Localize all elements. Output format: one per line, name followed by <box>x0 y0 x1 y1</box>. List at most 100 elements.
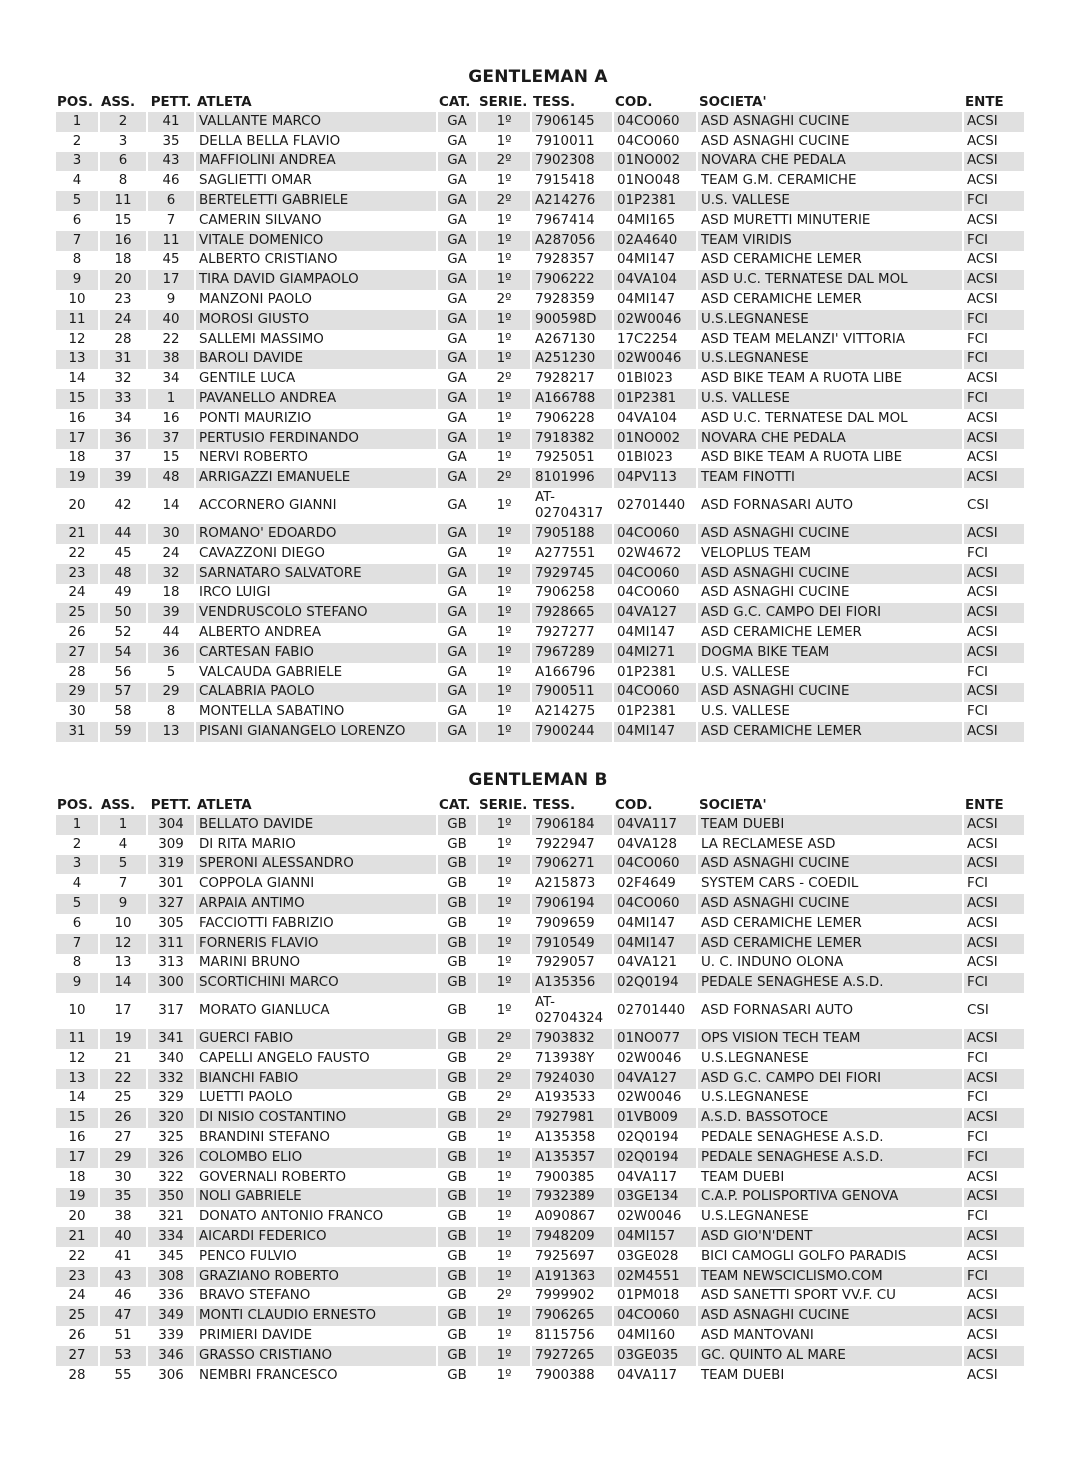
cell-ass: 49 <box>114 585 132 601</box>
cell-cat: GA <box>438 603 476 624</box>
cell-societa: U. C. INDUNO OLONA <box>701 955 844 971</box>
table-row: 28 56 5 VALCAUDA GABRIELE GA 1º A166796 01P2381… <box>56 663 1024 683</box>
table-row: 23 43 308 GRAZIANO ROBERTO GB 1º A191363 02M455… <box>56 1266 1024 1287</box>
cell-atleta: BERTELETTI GABRIELE <box>196 191 436 211</box>
results-table-gentleman-a: POS. ASS. PETT. ATLETA CAT. SERIE. TESS. COD. SO… <box>54 92 1026 742</box>
cell-pett: 345 <box>158 1248 184 1264</box>
cell-pett: 317 <box>158 1003 184 1019</box>
cell-serie: 1º <box>478 270 530 291</box>
cell-cod: 01NO077 <box>614 1029 696 1049</box>
cell-cat: GA <box>447 410 467 426</box>
cell-cat: GB <box>438 1227 476 1247</box>
cell-atleta: NERVI ROBERTO <box>199 450 308 466</box>
cell-ente: FCI <box>967 1130 989 1146</box>
cell-serie: 1º <box>496 498 512 514</box>
cell-pett: 319 <box>148 854 194 875</box>
cell-pos: 6 <box>72 915 82 931</box>
cell-cod: 03GE134 <box>614 1187 696 1208</box>
cell-pett: 350 <box>148 1187 194 1208</box>
column-header-pos: POS. <box>57 797 93 813</box>
cell-cod: 04MI147 <box>614 933 696 954</box>
cell-tess: 7948209 <box>532 1227 612 1247</box>
cell-ente: ACSI <box>967 915 998 931</box>
table-row: 19 35 350 NOLI GABRIELE GB 1º 7932389 03GE134 C.… <box>56 1187 1024 1208</box>
cell-serie: 1º <box>478 682 530 703</box>
cell-cod: 01P2381 <box>617 664 677 680</box>
cell-societa: ASD ASNAGHI CUCINE <box>698 563 962 584</box>
cell-serie: 1º <box>478 722 530 742</box>
cell-ente: ACSI <box>967 836 998 852</box>
cell-pos: 17 <box>56 428 98 449</box>
table-row: 13 22 332 BIANCHI FABIO GB 2º 7924030 04VA127 AS… <box>56 1068 1024 1089</box>
column-header-cod: COD. <box>615 797 653 813</box>
cell-pos: 4 <box>72 173 82 189</box>
cell-ente: ACSI <box>967 625 998 641</box>
table-row: 18 37 15 NERVI ROBERTO GA 1º 7925051 01BI023 ASD… <box>56 449 1024 469</box>
cell-pos: 27 <box>56 1345 98 1366</box>
cell-cat: GA <box>447 173 467 189</box>
cell-ente: ACSI <box>964 603 1024 624</box>
cell-ass: 8 <box>118 173 128 189</box>
cell-pett: 325 <box>158 1130 184 1146</box>
cell-cat: GB <box>447 836 467 852</box>
cell-pett: 43 <box>148 151 194 172</box>
cell-ente: ACSI <box>964 815 1024 835</box>
table-row: 20 42 14 ACCORNERO GIANNI GA 1º AT-02704317 027… <box>56 488 1024 524</box>
cell-societa: ASD U.C. TERNATESE DAL MOL <box>698 270 962 291</box>
cell-ass: 19 <box>100 1029 146 1049</box>
cell-tess: 7928359 <box>535 292 595 308</box>
cell-pos: 14 <box>68 1090 86 1106</box>
cell-atleta: ROMANO' EDOARDO <box>196 524 436 544</box>
cell-pos: 7 <box>56 933 98 954</box>
cell-atleta: MONTELLA SABATINO <box>199 704 345 720</box>
cell-ente: FCI <box>964 349 1024 370</box>
cell-ente: ACSI <box>964 1227 1024 1247</box>
cell-tess: A267130 <box>535 331 596 347</box>
cell-serie: 1º <box>478 973 530 994</box>
cell-tess: 7906194 <box>532 894 612 914</box>
table-row: 5 9 327 ARPAIA ANTIMO GB 1º 7906194 04CO060 ASD … <box>56 894 1024 914</box>
cell-ass: 32 <box>114 371 132 387</box>
cell-cod: 17C2254 <box>617 331 678 347</box>
cell-tess: 7900385 <box>535 1169 595 1185</box>
cell-pett: 309 <box>158 836 184 852</box>
cell-serie: 1º <box>478 1266 530 1287</box>
cell-pett: 30 <box>148 524 194 544</box>
cell-atleta: COPPOLA GIANNI <box>199 876 315 892</box>
cell-ass: 7 <box>118 876 128 892</box>
cell-pett: 22 <box>162 331 180 347</box>
table-row: 10 17 317 MORATO GIANLUCA GB 1º AT-02704324 027… <box>56 993 1024 1029</box>
cell-pos: 2 <box>72 836 82 852</box>
cell-societa: DOGMA BIKE TEAM <box>698 642 962 663</box>
cell-ente: ACSI <box>964 1029 1024 1049</box>
cell-ente: FCI <box>964 973 1024 994</box>
cell-ente: ACSI <box>967 955 998 971</box>
cell-societa: ASD MURETTI MINUTERIE <box>701 212 871 228</box>
cell-pos: 8 <box>72 955 82 971</box>
cell-atleta: DI NISIO COSTANTINO <box>196 1108 436 1129</box>
cell-cat: GB <box>447 1248 467 1264</box>
cell-ass: 37 <box>114 450 132 466</box>
cell-pos: 19 <box>56 1187 98 1208</box>
cell-societa: A.S.D. BASSOTOCE <box>698 1108 962 1129</box>
cell-ente: FCI <box>964 230 1024 251</box>
cell-cod: 04MI147 <box>617 292 676 308</box>
cell-cod: 01BI023 <box>617 371 673 387</box>
cell-cat: GA <box>438 722 476 742</box>
cell-pett: 1 <box>148 389 194 409</box>
cell-ente: ACSI <box>967 371 998 387</box>
cell-tess: 7927265 <box>532 1345 612 1366</box>
cell-cat: GB <box>447 1288 467 1304</box>
cell-cat: GB <box>438 973 476 994</box>
table-row: 17 36 37 PERTUSIO FERDINANDO GA 1º 7918382 01NO… <box>56 428 1024 449</box>
table-row: 18 30 322 GOVERNALI ROBERTO GB 1º 7900385 04VA1… <box>56 1168 1024 1188</box>
cell-pos: 5 <box>56 191 98 211</box>
cell-cat: GA <box>438 349 476 370</box>
cell-societa: ASD CERAMICHE LEMER <box>701 625 862 641</box>
cell-ass: 18 <box>114 252 132 268</box>
cell-ente: FCI <box>967 1090 989 1106</box>
cell-cat: GA <box>438 389 476 409</box>
cell-cod: 03GE028 <box>617 1248 679 1264</box>
cell-cat: GB <box>447 876 467 892</box>
cell-ass: 36 <box>100 428 146 449</box>
